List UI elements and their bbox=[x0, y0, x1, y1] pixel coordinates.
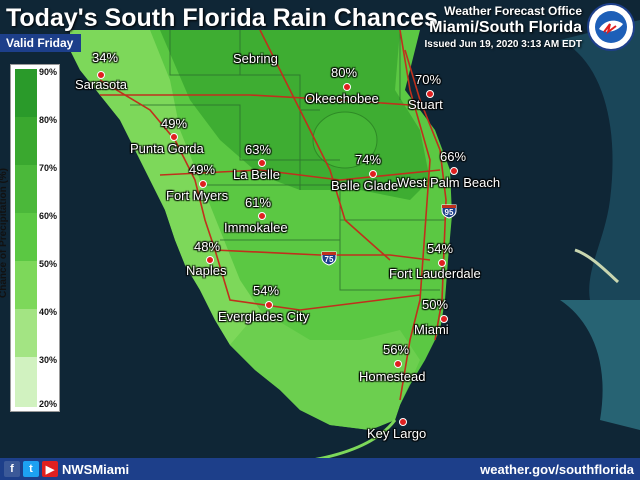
legend-title: Chance of Precipitation (%) bbox=[0, 167, 9, 298]
county-lines bbox=[130, 30, 445, 291]
interstate-95-shield-icon bbox=[441, 204, 457, 219]
lake-okeechobee bbox=[312, 111, 378, 169]
legend-tick: 90% bbox=[39, 67, 58, 77]
city-dot bbox=[343, 83, 351, 91]
nws-logo-icon bbox=[587, 3, 635, 51]
city-dot bbox=[170, 133, 178, 141]
city-name: Naples bbox=[186, 263, 227, 278]
city-name: West Palm Beach bbox=[397, 175, 501, 190]
city-percent: 54% bbox=[427, 241, 454, 256]
interstate-75-label: 75 bbox=[324, 255, 334, 264]
city-percent: 66% bbox=[440, 149, 467, 164]
bahamas-shoal bbox=[560, 300, 640, 430]
legend-tick: 70% bbox=[39, 163, 58, 173]
city-dot bbox=[199, 180, 207, 188]
social-icons: f t ▶ bbox=[4, 461, 58, 477]
city-name: Homestead bbox=[359, 369, 426, 384]
city-dot bbox=[440, 315, 448, 323]
city-percent: 54% bbox=[253, 283, 280, 298]
city-name: Immokalee bbox=[224, 220, 288, 235]
city-name: Belle Glade bbox=[331, 178, 399, 193]
i75 bbox=[99, 79, 431, 261]
legend-tick: 20% bbox=[39, 399, 58, 409]
city-name: Key Largo bbox=[367, 426, 427, 441]
city-name: Sebring bbox=[233, 51, 278, 66]
low-chance-south bbox=[230, 310, 420, 430]
facebook-icon[interactable]: f bbox=[4, 461, 20, 477]
city-name: Fort Myers bbox=[166, 188, 229, 203]
twitter-icon[interactable]: t bbox=[23, 461, 39, 477]
i95 bbox=[404, 49, 447, 341]
legend-tick: 50% bbox=[39, 259, 58, 269]
sr70 bbox=[100, 94, 411, 106]
interstate-75-shield-icon bbox=[321, 251, 337, 266]
city-name: La Belle bbox=[233, 167, 280, 182]
footer-bar: f t ▶ NWSMiami weather.gov/southflorida bbox=[0, 458, 640, 480]
turnpike bbox=[399, 29, 431, 401]
city-dot bbox=[369, 170, 377, 178]
city-percent: 80% bbox=[331, 65, 358, 80]
city-dot bbox=[438, 259, 446, 267]
city-dot bbox=[258, 159, 266, 167]
city-percent: 70% bbox=[415, 72, 442, 87]
roads bbox=[99, 29, 447, 401]
city-percent: 48% bbox=[194, 239, 221, 254]
social-handle[interactable]: NWSMiami bbox=[62, 462, 130, 477]
sr80 bbox=[159, 169, 441, 181]
city-name: Sarasota bbox=[75, 77, 128, 92]
city-dot bbox=[97, 71, 105, 79]
city-dot bbox=[258, 212, 266, 220]
issued-time: Issued Jun 19, 2020 3:13 AM EDT bbox=[424, 39, 582, 50]
city-percent: 61% bbox=[245, 195, 272, 210]
valid-day-badge: Valid Friday bbox=[0, 34, 82, 52]
office-info: Weather Forecast Office Miami/South Flor… bbox=[425, 4, 582, 50]
interstate-95-label: 95 bbox=[444, 208, 454, 217]
precip-legend: 90% 80% 70% 60% 50% 40% 30% 20% bbox=[10, 64, 60, 412]
website-link[interactable]: weather.gov/southflorida bbox=[480, 462, 634, 477]
city-percent: 56% bbox=[383, 342, 410, 357]
city-percent: 74% bbox=[355, 152, 382, 167]
city-dot bbox=[265, 301, 273, 309]
city-percent: 49% bbox=[189, 162, 216, 177]
city-dot bbox=[394, 360, 402, 368]
city-name: Everglades City bbox=[218, 309, 310, 324]
city-percent: 49% bbox=[161, 116, 188, 131]
legend-tick: 30% bbox=[39, 355, 58, 365]
city-name: Miami bbox=[414, 322, 449, 337]
city-name: Stuart bbox=[408, 97, 443, 112]
office-name: Miami/South Florida bbox=[429, 19, 582, 36]
legend-tick: 80% bbox=[39, 115, 58, 125]
city-percent: 34% bbox=[92, 50, 119, 65]
city-percent: 63% bbox=[245, 142, 272, 157]
us41 bbox=[214, 249, 421, 311]
bahamas-bank bbox=[560, 20, 640, 300]
city-dot bbox=[399, 418, 407, 426]
city-dot bbox=[450, 167, 458, 175]
page-title: Today's South Florida Rain Chances bbox=[6, 4, 438, 32]
city-name: Punta Gorda bbox=[130, 141, 204, 156]
low-chance-west bbox=[70, 30, 260, 345]
city-name: Okeechobee bbox=[305, 91, 379, 106]
city-dot bbox=[426, 90, 434, 98]
office-label: Weather Forecast Office bbox=[444, 4, 582, 18]
legend-tick: 60% bbox=[39, 211, 58, 221]
legend-tick: 40% bbox=[39, 307, 58, 317]
city-dot bbox=[206, 256, 214, 264]
city-name: Fort Lauderdale bbox=[389, 266, 481, 281]
youtube-icon[interactable]: ▶ bbox=[42, 461, 58, 477]
grand-bahama bbox=[574, 248, 620, 284]
us27 bbox=[259, 29, 391, 261]
legend-color-bar bbox=[15, 69, 37, 407]
city-percent: 50% bbox=[422, 297, 449, 312]
